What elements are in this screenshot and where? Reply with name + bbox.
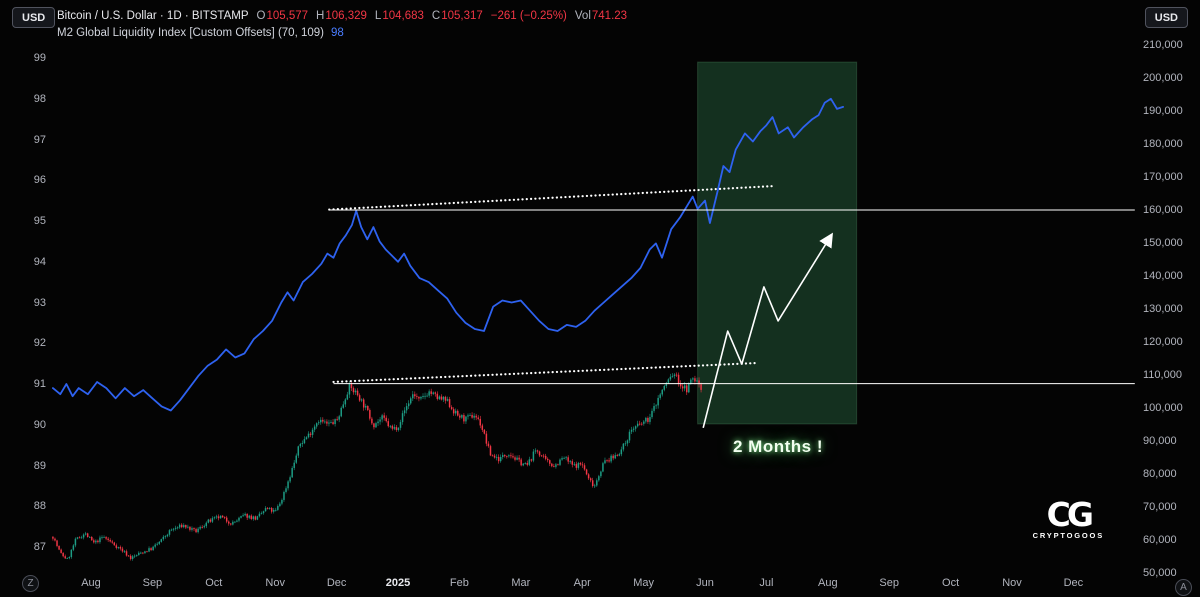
left-axis-currency-button[interactable]: USD bbox=[12, 7, 56, 28]
time-axis-tick: Jul bbox=[759, 577, 774, 589]
cryptogoos-name: CRYPTOGOOS bbox=[1032, 531, 1104, 540]
right-axis-tick: 210,000 bbox=[1143, 39, 1183, 51]
cryptogoos-watermark: CG CRYPTOGOOS bbox=[1032, 495, 1104, 540]
time-axis-tick: Mar bbox=[511, 577, 531, 589]
time-axis-tick: Oct bbox=[942, 577, 960, 589]
right-axis-tick: 180,000 bbox=[1143, 138, 1183, 150]
volume-label: Vol bbox=[574, 10, 591, 22]
open-value: 105,577 bbox=[266, 10, 309, 22]
ohlc-open: O 105,577 bbox=[257, 10, 309, 22]
time-axis-tick: May bbox=[633, 577, 654, 589]
time-axis-tick: Oct bbox=[205, 577, 223, 589]
left-axis-tick: 98 bbox=[33, 92, 46, 105]
volume-value: 741.23 bbox=[591, 10, 628, 22]
bottom-right-a-badge[interactable]: A bbox=[1175, 579, 1192, 596]
volume: Vol 741.23 bbox=[575, 10, 627, 22]
high-value: 106,329 bbox=[325, 10, 367, 22]
right-axis-tick: 200,000 bbox=[1143, 72, 1183, 84]
right-axis-tick: 100,000 bbox=[1143, 402, 1183, 414]
right-axis-tick: 160,000 bbox=[1143, 204, 1183, 216]
right-axis-tick: 140,000 bbox=[1143, 270, 1183, 282]
left-axis-tick: 91 bbox=[33, 378, 46, 390]
cryptogoos-monogram-icon: CG bbox=[1046, 495, 1094, 534]
time-axis-tick: Aug bbox=[818, 577, 838, 589]
time-axis-tick: Feb bbox=[449, 577, 469, 589]
right-axis-tick: 190,000 bbox=[1143, 105, 1183, 117]
left-axis-tick: 92 bbox=[33, 337, 46, 350]
left-axis-tick: 89 bbox=[33, 459, 46, 472]
left-axis-tick: 87 bbox=[33, 541, 46, 553]
close-value: 105,317 bbox=[441, 10, 483, 22]
right-axis-tick: 110,000 bbox=[1143, 369, 1182, 381]
symbol-title[interactable]: Bitcoin / U.S. Dollar · 1D · BITSTAMP bbox=[57, 10, 249, 22]
time-axis-tick: Dec bbox=[326, 577, 347, 589]
change-value: −261 (−0.25%) bbox=[490, 10, 567, 22]
low-label: L bbox=[374, 10, 382, 22]
low-value: 104,683 bbox=[382, 10, 424, 22]
time-axis-tick: Sep bbox=[879, 577, 899, 589]
high-label: H bbox=[316, 10, 325, 22]
time-axis-tick: Sep bbox=[142, 577, 163, 589]
left-axis-tick: 95 bbox=[33, 215, 46, 227]
left-axis-tick: 93 bbox=[33, 296, 46, 309]
left-axis-tick: 94 bbox=[33, 255, 46, 268]
ohlc-low: L 104,683 bbox=[375, 10, 424, 22]
time-axis-tick: Nov bbox=[265, 577, 285, 589]
two-months-annotation-label: 2 Months ! bbox=[733, 437, 823, 456]
dotted-trendline-2 bbox=[332, 362, 756, 384]
close-label: C bbox=[431, 10, 441, 22]
two-months-highlight-box bbox=[697, 61, 858, 425]
right-axis-tick: 50,000 bbox=[1143, 567, 1177, 579]
right-axis-tick: 150,000 bbox=[1143, 237, 1183, 249]
left-axis-tick: 90 bbox=[33, 418, 46, 431]
right-axis-tick: 60,000 bbox=[1143, 534, 1177, 546]
right-axis-tick: 70,000 bbox=[1143, 501, 1177, 513]
indicator-legend: M2 Global Liquidity Index [Custom Offset… bbox=[57, 27, 344, 39]
right-axis-tick: 80,000 bbox=[1143, 468, 1177, 480]
projection-arrow bbox=[702, 232, 833, 428]
btc-candles bbox=[52, 372, 702, 561]
time-axis-tick: Dec bbox=[1063, 577, 1084, 589]
indicator-title[interactable]: M2 Global Liquidity Index [Custom Offset… bbox=[57, 27, 324, 39]
time-axis-tick: Apr bbox=[573, 577, 591, 589]
right-axis-currency-button[interactable]: USD bbox=[1144, 7, 1188, 28]
right-axis-tick: 170,000 bbox=[1143, 171, 1183, 183]
left-axis-tick: 88 bbox=[33, 500, 46, 513]
left-axis-tick: 99 bbox=[33, 52, 46, 64]
time-axis-tick: Aug bbox=[81, 577, 101, 589]
ohlc-high: H 106,329 bbox=[316, 10, 367, 22]
right-axis-tick: 120,000 bbox=[1143, 336, 1183, 348]
ohlc-close: C 105,317 bbox=[432, 10, 483, 22]
time-axis-tick: Jun bbox=[696, 577, 714, 589]
right-axis-tick: 130,000 bbox=[1143, 303, 1183, 315]
left-axis-tick: 96 bbox=[33, 174, 46, 187]
symbol-legend: Bitcoin / U.S. Dollar · 1D · BITSTAMP O … bbox=[57, 10, 627, 22]
time-axis-tick: Nov bbox=[1002, 577, 1022, 589]
time-axis-tick: 2025 bbox=[385, 577, 411, 589]
dotted-trendline-1 bbox=[328, 184, 777, 211]
bottom-left-z-badge[interactable]: Z bbox=[22, 575, 39, 592]
m2-liquidity-line[interactable] bbox=[52, 97, 844, 412]
open-label: O bbox=[256, 10, 266, 22]
right-axis-tick: 90,000 bbox=[1143, 435, 1177, 447]
left-axis-tick: 97 bbox=[33, 133, 46, 146]
indicator-value: 98 bbox=[330, 27, 344, 39]
